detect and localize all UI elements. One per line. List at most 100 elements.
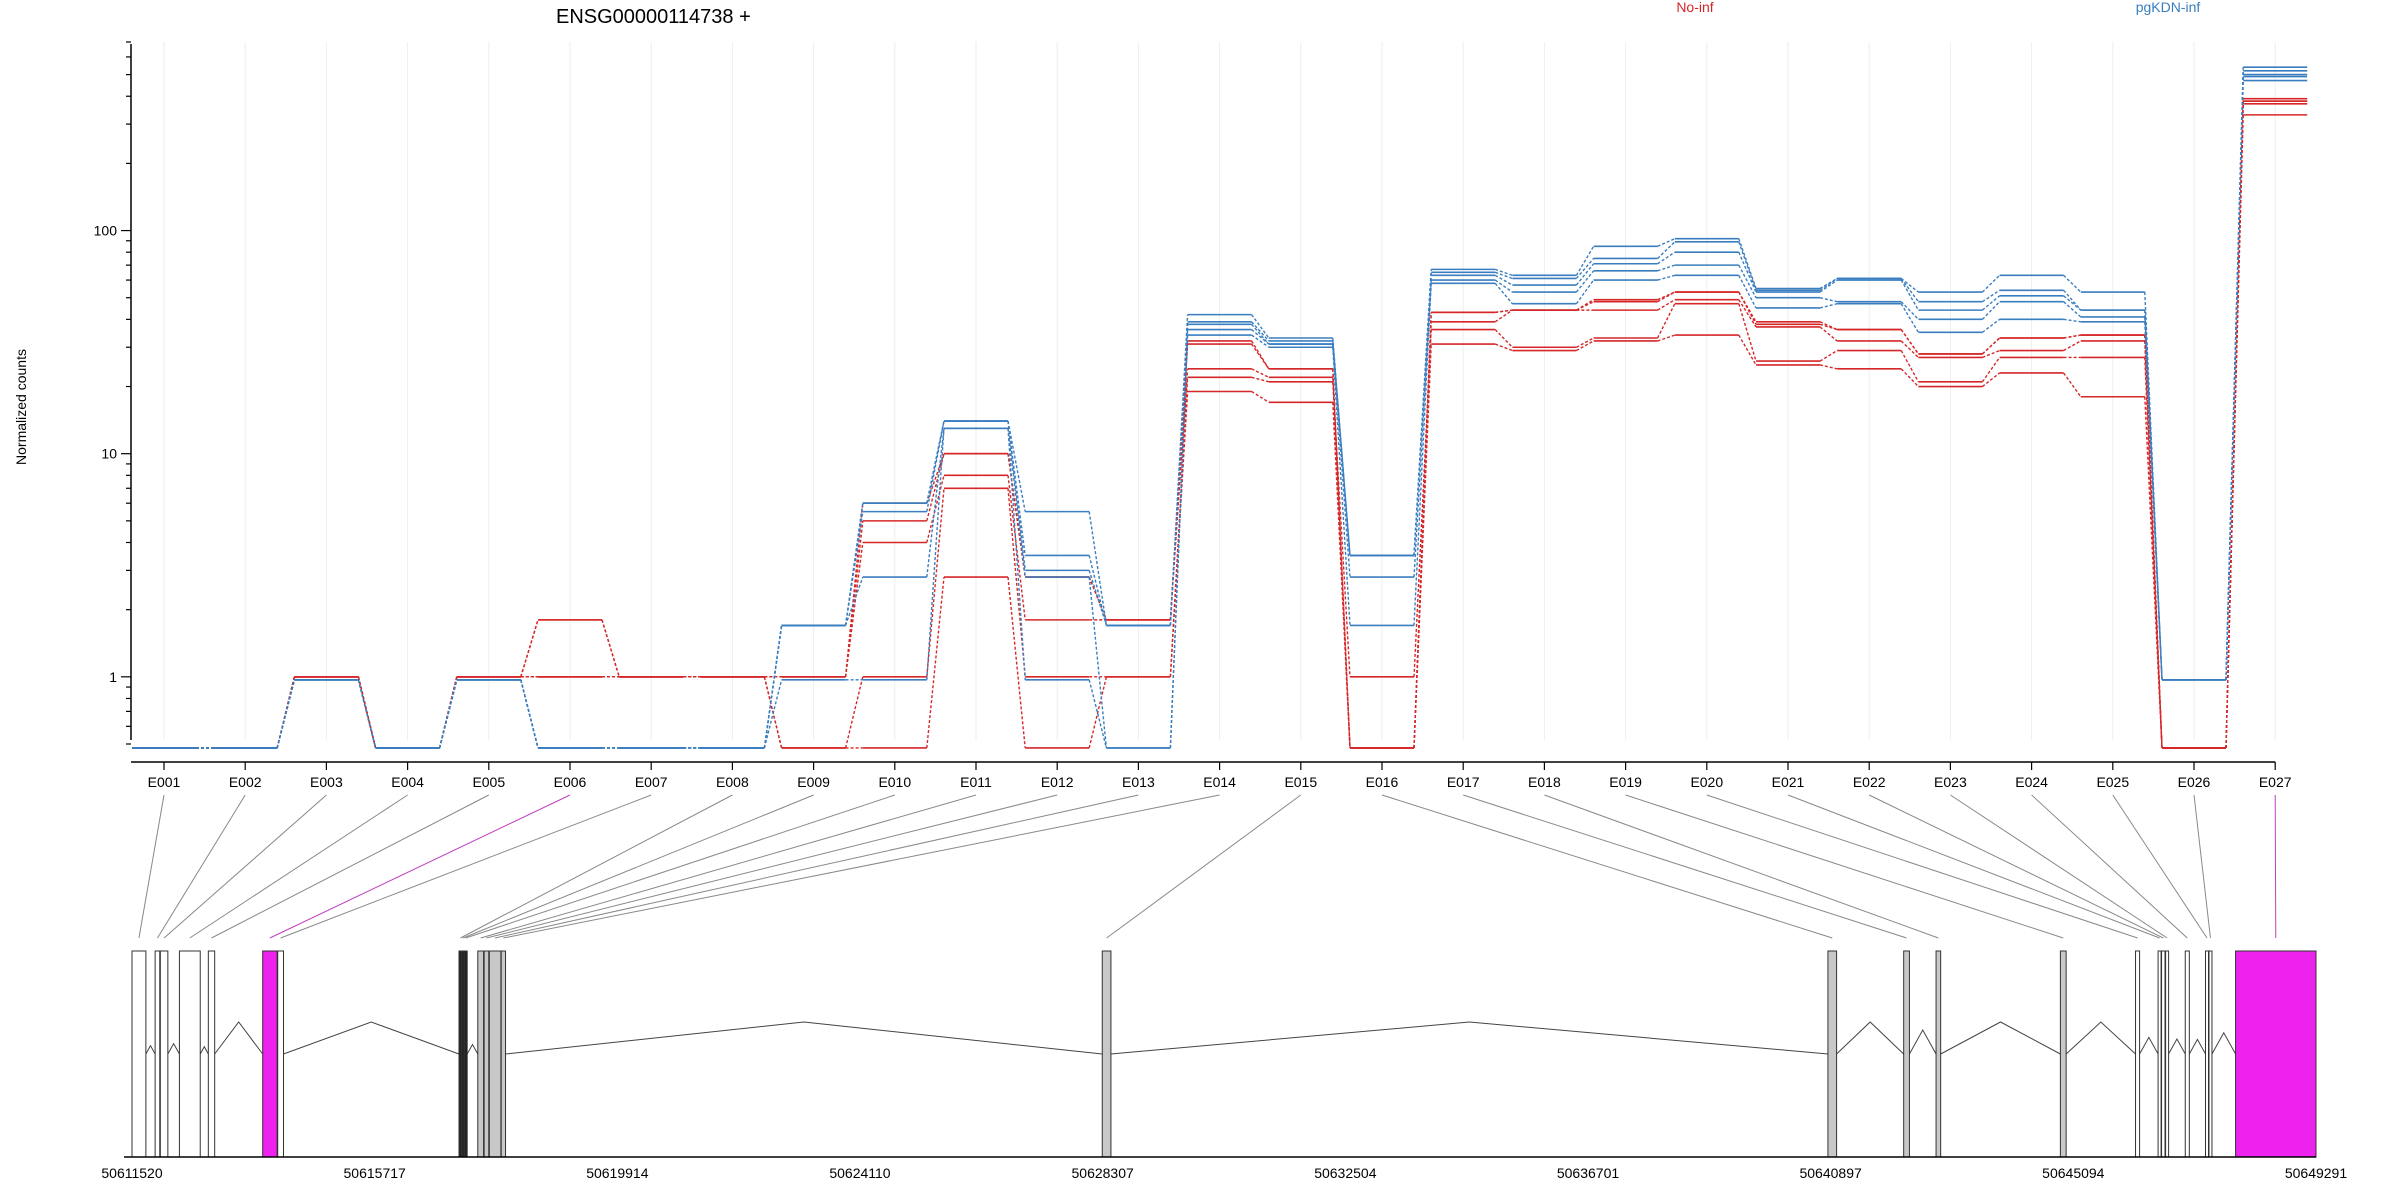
connector-pgkdn-inf-8-e014 xyxy=(1251,323,1270,345)
connector-no-inf-5-e003 xyxy=(357,676,377,749)
connector-no-inf-3-e019 xyxy=(1657,299,1676,311)
connector-no-inf-3-e017 xyxy=(1494,309,1513,323)
intron-e015 xyxy=(1110,1021,1828,1055)
x-tick-label-e015: E015 xyxy=(1284,774,1317,790)
connector-pgkdn-inf-10-e021 xyxy=(1819,277,1838,290)
x-tick-label-e014: E014 xyxy=(1203,774,1236,790)
genomic-tick-label-50640897: 50640897 xyxy=(1799,1165,1862,1181)
connector-no-inf-1-e017 xyxy=(1494,343,1513,352)
connector-no-inf-1-e012 xyxy=(1088,676,1108,749)
exon-e014 xyxy=(500,950,507,1158)
intron-e010 xyxy=(466,1043,479,1055)
x-tick-label-e012: E012 xyxy=(1041,774,1074,790)
exon-e017 xyxy=(1903,950,1910,1158)
connector-e012 xyxy=(486,794,1058,939)
connector-no-inf-2-e015 xyxy=(1332,381,1351,677)
genomic-tick-label-50624110: 50624110 xyxy=(829,1165,890,1181)
connector-pgkdn-inf-8-e020 xyxy=(1738,251,1757,293)
x-tick-label-e025: E025 xyxy=(2096,774,2129,790)
x-axis: E001 E002 E003 E004 E005 E006 E007 E008 E009 E010… xyxy=(131,761,2292,790)
x-tick-label-e011: E011 xyxy=(960,774,992,790)
x-tick-label-e004: E004 xyxy=(391,774,424,790)
connector-pgkdn-inf-10-e003 xyxy=(357,679,377,749)
connector-no-inf-1-e024 xyxy=(2063,372,2082,398)
connector-pgkdn-inf-9-e019 xyxy=(1657,241,1676,259)
connector-no-inf-5-e017 xyxy=(1495,309,1513,314)
connector-no-inf-2-e010 xyxy=(926,488,945,677)
connector-pgkdn-inf-6-e020 xyxy=(1738,275,1757,309)
exon-e003 xyxy=(159,950,169,1158)
connector-pgkdn-inf-7-e020 xyxy=(1738,264,1757,299)
connector-no-inf-1-e022 xyxy=(1900,368,1919,388)
connector-pgkdn-inf-6-e014 xyxy=(1251,334,1270,348)
x-tick-label-e003: E003 xyxy=(310,774,343,790)
connector-pgkdn-inf-10-e017 xyxy=(1494,268,1513,277)
exon-e016 xyxy=(1827,950,1838,1158)
intron-e019 xyxy=(2065,1021,2136,1055)
connector-no-inf-2-e009 xyxy=(844,676,864,749)
x-tick-label-e018: E018 xyxy=(1528,774,1561,790)
connector-e019 xyxy=(1625,794,2064,939)
genomic-axis: 50611520 50615717 50619914 50624110 50628307… xyxy=(101,1156,2348,1181)
connector-e010 xyxy=(465,794,895,939)
connector-no-inf-3-e021 xyxy=(1819,326,1838,342)
connector-pgkdn-inf-9-e011 xyxy=(1007,421,1026,556)
connector-pgkdn-inf-7-e014 xyxy=(1251,329,1270,345)
connector-no-inf-2-e022 xyxy=(1900,350,1920,383)
connector-pgkdn-inf-6-e022 xyxy=(1900,303,1919,333)
exon-e022 xyxy=(2161,950,2166,1158)
connector-pgkdn-inf-8-e023 xyxy=(1981,295,2001,311)
connector-pgkdn-inf-8-e022 xyxy=(1900,279,1920,311)
exon-e001 xyxy=(131,950,147,1158)
x-tick-label-e019: E019 xyxy=(1609,774,1642,790)
x-tick-label-e022: E022 xyxy=(1853,774,1886,790)
x-tick-label-e020: E020 xyxy=(1690,774,1723,790)
genomic-tick-label-50619914: 50619914 xyxy=(586,1165,649,1181)
x-tick-label-e024: E024 xyxy=(2015,774,2048,790)
connector-pgkdn-inf-8-e018 xyxy=(1575,263,1595,286)
connector-no-inf-1-e010 xyxy=(926,576,945,749)
exon-e006 xyxy=(262,950,278,1158)
connector-pgkdn-inf-10-e020 xyxy=(1738,238,1757,289)
connector-e002 xyxy=(157,794,246,939)
x-tick-label-e021: E021 xyxy=(1772,774,1805,790)
legend-pgkdn-inf: pgKDN-inf xyxy=(2136,0,2201,15)
connector-pgkdn-inf-6-e018 xyxy=(1575,279,1595,305)
genomic-tick-label-50649291: 50649291 xyxy=(2285,1165,2348,1181)
connector-e016 xyxy=(1381,794,1833,939)
exon-e024 xyxy=(2184,950,2190,1158)
connector-no-inf-4-e009 xyxy=(844,520,864,677)
connector-pgkdn-inf-9-e022 xyxy=(1900,278,1919,303)
x-tick-label-e009: E009 xyxy=(797,774,830,790)
x-tick-label-e008: E008 xyxy=(716,774,749,790)
genomic-tick-label-50645094: 50645094 xyxy=(2042,1165,2105,1181)
connector-no-inf-5-e024 xyxy=(2063,334,2081,339)
connector-pgkdn-inf-10-e012 xyxy=(1088,511,1108,626)
connector-pgkdn-inf-10-e011 xyxy=(1007,420,1026,512)
exon-e021 xyxy=(2157,950,2162,1158)
connector-no-inf-1-e019 xyxy=(1657,334,1676,342)
exon-e007 xyxy=(277,950,284,1158)
intron-e017 xyxy=(1909,1029,1937,1055)
exon-e004 xyxy=(178,950,201,1158)
connector-pgkdn-inf-10-e018 xyxy=(1575,245,1595,276)
connector-no-inf-5-e015 xyxy=(1332,368,1351,748)
connector-no-inf-5-e023 xyxy=(1981,337,2001,355)
connector-e022 xyxy=(1868,794,2164,939)
connector-e020 xyxy=(1706,794,2138,939)
connector-no-inf-1-e020 xyxy=(1738,334,1757,366)
connector-pgkdn-inf-7-e017 xyxy=(1494,279,1513,293)
introns xyxy=(145,1021,2237,1055)
connector-pgkdn-inf-6-e011 xyxy=(1007,428,1026,680)
connector-no-inf-2-e018 xyxy=(1576,337,1594,348)
connector-pgkdn-inf-7-e019 xyxy=(1657,264,1676,272)
x-tick-label-e001: E001 xyxy=(148,774,181,790)
genomic-tick-label-50632504: 50632504 xyxy=(1314,1165,1377,1181)
connector-pgkdn-inf-10-e016 xyxy=(1413,269,1432,556)
connector-pgkdn-inf-7-e021 xyxy=(1819,297,1838,303)
connector-no-inf-3-e015 xyxy=(1332,377,1351,748)
exons xyxy=(131,950,2317,1158)
connector-pgkdn-inf-9-e018 xyxy=(1575,257,1595,279)
connector-no-inf-5-e016 xyxy=(1413,312,1432,748)
connector-pgkdn-inf-8-e010 xyxy=(926,420,945,512)
